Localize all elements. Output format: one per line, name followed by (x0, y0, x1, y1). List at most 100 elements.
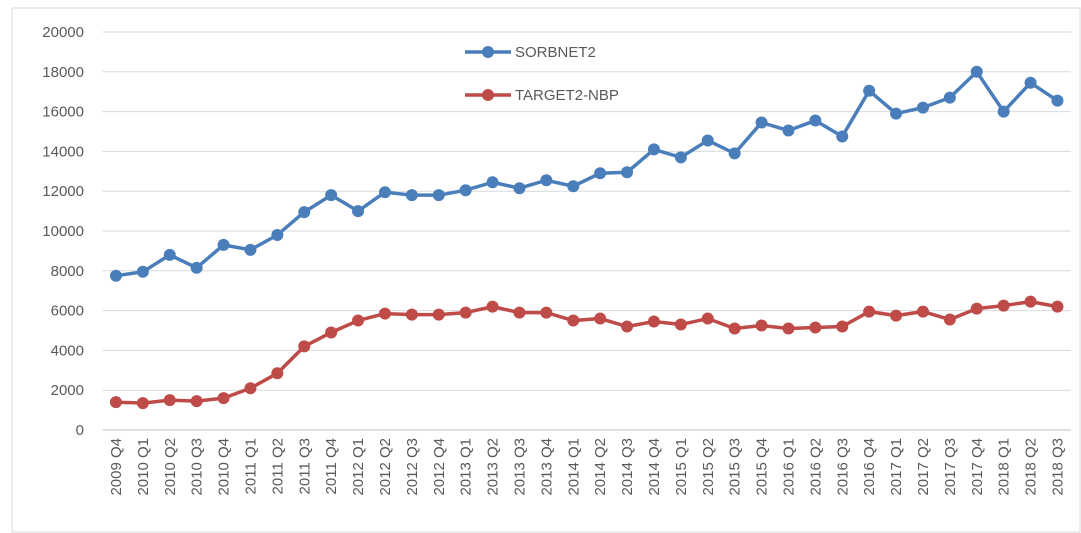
legend-marker (482, 89, 494, 101)
x-tick-label: 2016 Q2 (807, 438, 824, 496)
marker (405, 189, 418, 202)
marker (325, 189, 338, 202)
x-tick-label: 2018 Q1 (996, 438, 1013, 496)
marker (916, 101, 929, 114)
marker (513, 306, 526, 319)
marker (109, 269, 122, 282)
marker (540, 174, 553, 187)
marker (432, 308, 445, 321)
x-tick-label: 2013 Q4 (538, 438, 555, 496)
x-tick-label: 2015 Q4 (754, 438, 771, 496)
marker (997, 105, 1010, 118)
marker (621, 166, 634, 179)
marker (970, 65, 983, 78)
y-tick-label: 6000 (51, 303, 84, 320)
marker (352, 205, 365, 218)
x-tick-label: 2017 Q3 (942, 438, 959, 496)
x-tick-label: 2011 Q4 (323, 438, 340, 494)
marker (136, 397, 149, 410)
marker (432, 189, 445, 202)
marker (352, 314, 365, 327)
marker (244, 243, 257, 256)
marker (540, 306, 553, 319)
marker (755, 319, 768, 332)
marker (271, 228, 284, 241)
x-tick-label: 2009 Q4 (108, 438, 125, 496)
y-tick-label: 10000 (42, 223, 84, 240)
marker (513, 182, 526, 195)
marker (1024, 295, 1037, 308)
x-tick-label: 2017 Q2 (915, 438, 932, 496)
marker (163, 248, 176, 261)
x-tick-label: 2014 Q3 (619, 438, 636, 496)
x-tick-label: 2010 Q1 (135, 438, 152, 496)
marker (970, 302, 983, 315)
x-tick-label: 2010 Q4 (216, 438, 233, 496)
x-tick-label: 2017 Q1 (888, 438, 905, 496)
marker (594, 312, 607, 325)
marker (136, 265, 149, 278)
marker (701, 312, 714, 325)
x-tick-label: 2011 Q1 (242, 438, 259, 494)
y-tick-label: 0 (76, 422, 84, 439)
marker (378, 186, 391, 199)
x-tick-label: 2011 Q2 (269, 438, 286, 494)
marker (190, 261, 203, 274)
marker (567, 314, 580, 327)
x-tick-label: 2016 Q1 (780, 438, 797, 496)
marker (217, 392, 230, 405)
y-tick-label: 18000 (42, 64, 84, 81)
marker (863, 84, 876, 97)
marker (809, 114, 822, 127)
x-tick-label: 2012 Q4 (431, 438, 448, 496)
x-tick-label: 2013 Q3 (511, 438, 528, 496)
marker (647, 315, 660, 328)
marker (836, 130, 849, 143)
marker (809, 321, 822, 334)
marker (916, 305, 929, 318)
series-line (115, 299, 1058, 405)
marker (674, 151, 687, 164)
x-tick-label: 2012 Q1 (350, 438, 367, 496)
chart-border (11, 7, 1081, 533)
x-tick-label: 2016 Q4 (861, 438, 878, 496)
legend-label: TARGET2-NBP (515, 87, 619, 104)
marker (567, 180, 580, 193)
marker (997, 299, 1010, 312)
marker (459, 184, 472, 197)
marker (459, 306, 472, 319)
marker (890, 309, 903, 322)
x-tick-label: 2013 Q2 (485, 438, 502, 496)
x-tick-label: 2015 Q1 (673, 438, 690, 496)
marker (405, 308, 418, 321)
marker (782, 124, 795, 137)
marker (594, 167, 607, 180)
x-tick-label: 2012 Q3 (404, 438, 421, 496)
marker (755, 116, 768, 129)
x-tick-label: 2014 Q1 (565, 438, 582, 496)
marker (271, 367, 284, 380)
marker (486, 176, 499, 189)
x-tick-label: 2016 Q3 (834, 438, 851, 496)
marker (943, 91, 956, 104)
marker (863, 305, 876, 318)
marker (728, 322, 741, 335)
x-tick-label: 2010 Q2 (162, 438, 179, 496)
x-tick-label: 2018 Q3 (1049, 438, 1066, 496)
marker (244, 382, 257, 395)
marker (217, 238, 230, 251)
x-tick-label: 2012 Q2 (377, 438, 394, 496)
x-tick-label: 2018 Q2 (1023, 438, 1040, 496)
x-tick-label: 2015 Q2 (700, 438, 717, 496)
y-tick-label: 12000 (42, 183, 84, 200)
marker (621, 320, 634, 333)
legend-label: SORBNET2 (515, 44, 596, 61)
marker (486, 300, 499, 313)
marker (163, 394, 176, 407)
x-tick-label: 2014 Q2 (592, 438, 609, 496)
marker (647, 143, 660, 156)
marker (325, 326, 338, 339)
x-tick-label: 2017 Q4 (969, 438, 986, 496)
y-tick-label: 16000 (42, 104, 84, 121)
